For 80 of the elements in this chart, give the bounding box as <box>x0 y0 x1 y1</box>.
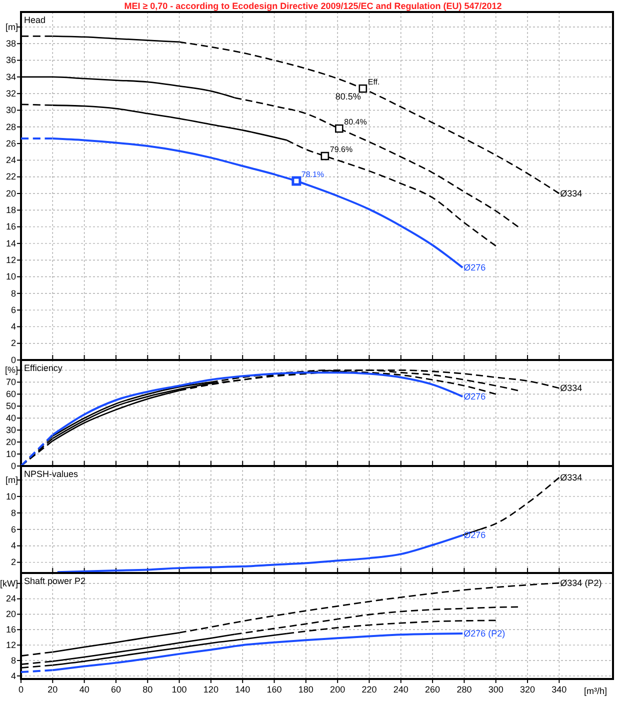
x-tick-label: 160 <box>266 684 282 694</box>
series-label: Ø276 <box>464 262 486 273</box>
y-tick-label: 14 <box>6 238 16 248</box>
y-tick-label: 60 <box>6 389 16 400</box>
y-tick-label: 2 <box>10 338 16 348</box>
y-tick-label: 20 <box>6 436 16 447</box>
x-tick-label: 280 <box>456 684 472 694</box>
y-tick-label: 16 <box>6 624 16 635</box>
y-tick-label: 50 <box>6 400 16 411</box>
x-tick-label: 100 <box>172 684 187 694</box>
series-label: Ø334 <box>560 188 582 198</box>
x-tick-label: 320 <box>520 684 536 694</box>
y-tick-label: 34 <box>6 72 16 82</box>
y-tick-label: 70 <box>6 377 16 388</box>
x-tick-label: 140 <box>235 684 250 694</box>
y-tick-label: 8 <box>10 655 16 666</box>
x-axis-title: [m³/h] <box>584 686 607 696</box>
y-tick-label: 8 <box>10 288 16 298</box>
x-tick-label: 340 <box>552 684 567 694</box>
y-tick-label: 18 <box>6 205 16 216</box>
y-tick-label: 24 <box>6 594 16 604</box>
x-tick-label: 180 <box>298 684 314 694</box>
y-tick-label: 38 <box>6 38 16 49</box>
y-tick-label: 4 <box>10 540 16 551</box>
series-label: Ø276 <box>464 530 486 540</box>
y-tick-label: 24 <box>6 155 16 166</box>
y-tick-label: 6 <box>10 524 16 534</box>
x-tick-label: 120 <box>203 684 218 694</box>
y-tick-label: 2 <box>10 557 16 568</box>
series-label: Ø334 <box>560 472 582 483</box>
x-tick-label: 200 <box>330 684 346 694</box>
x-tick-label: 80 <box>142 684 153 694</box>
series-label: Ø334 <box>560 383 582 394</box>
text: MEI ≥ 0,70 - according to Ecodesign Directive 2009/125/EC and Regulation (EU) 547/2012 <box>124 1 502 11</box>
chart-title: Shaft power P2 <box>24 576 86 586</box>
x-tick-label: 0 <box>18 684 24 694</box>
annotation: 79.6% <box>330 145 353 154</box>
y-tick-label: 36 <box>6 55 16 66</box>
y-tick-label: 26 <box>6 138 16 148</box>
y-tick-label: 16 <box>6 222 16 232</box>
series-label: Ø334 (P2) <box>560 578 602 588</box>
annotation: 78.1% <box>301 170 324 180</box>
y-tick-label: 20 <box>6 609 16 620</box>
y-tick-label: 40 <box>6 412 16 423</box>
y-axis-title: [m] <box>6 22 18 32</box>
y-tick-label: 4 <box>10 322 16 332</box>
series-label: Ø276 (P2) <box>464 628 506 639</box>
x-tick-label: 40 <box>79 684 90 694</box>
series-label: Ø276 <box>464 392 486 402</box>
y-tick-label: 12 <box>6 254 16 265</box>
y-axis-title: [m] <box>6 474 18 485</box>
y-tick-label: 0 <box>10 460 16 471</box>
chart-title: NPSH-values <box>24 469 79 479</box>
y-tick-label: 10 <box>6 491 16 502</box>
x-tick-label: 240 <box>393 684 408 694</box>
chart-title: Efficiency <box>24 363 63 373</box>
x-tick-label: 300 <box>488 684 504 694</box>
x-tick-label: 220 <box>362 684 377 694</box>
x-tick-label: 260 <box>425 684 440 694</box>
annotation: Eff. <box>368 78 380 87</box>
y-tick-label: 0 <box>10 354 16 365</box>
y-tick-label: 28 <box>6 122 16 132</box>
y-axis-title: [%] <box>4 365 18 376</box>
y-tick-label: 12 <box>6 640 16 650</box>
y-tick-label: 20 <box>6 188 16 198</box>
y-tick-label: 6 <box>10 304 16 315</box>
annotation: 80.4% <box>344 118 367 127</box>
chart-title: Head <box>24 15 46 25</box>
y-tick-label: 8 <box>10 508 16 518</box>
annotation: 80.5% <box>335 92 361 102</box>
y-tick-label: 30 <box>6 424 16 435</box>
x-tick-label: 20 <box>48 684 58 694</box>
y-tick-label: 4 <box>10 670 16 681</box>
y-tick-label: 10 <box>6 272 16 282</box>
y-tick-label: 10 <box>6 448 16 459</box>
y-axis-title: [kW] <box>0 578 18 588</box>
y-tick-label: 22 <box>6 172 16 182</box>
y-tick-label: 32 <box>6 88 16 98</box>
x-tick-label: 60 <box>110 684 121 694</box>
y-tick-label: 30 <box>6 105 16 116</box>
